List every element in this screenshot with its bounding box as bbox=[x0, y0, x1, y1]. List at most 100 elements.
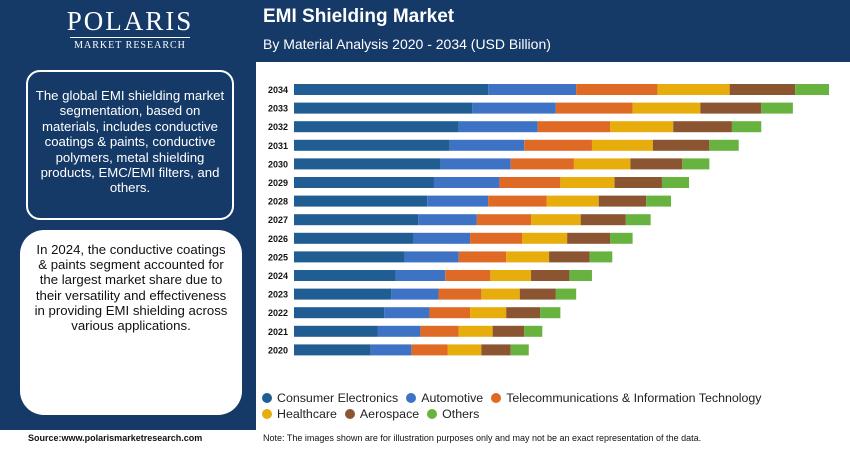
bar-segment-2033-5 bbox=[700, 102, 762, 114]
legend-swatch-5 bbox=[344, 409, 355, 419]
bar-segment-2021-4 bbox=[458, 325, 493, 337]
bar-segment-2032-1 bbox=[294, 121, 459, 133]
bar-segment-2026-3 bbox=[470, 232, 522, 244]
year-label-2029: 2029 bbox=[268, 178, 288, 188]
bar-segment-2025-3 bbox=[458, 251, 507, 263]
bar-segment-2030-6 bbox=[682, 158, 710, 170]
bar-segment-2026-2 bbox=[413, 232, 471, 244]
bar-segment-2028-1 bbox=[294, 195, 428, 207]
bar-segment-2031-3 bbox=[524, 139, 592, 151]
legend-item-2: Automotive bbox=[406, 390, 483, 406]
chart-legend: Consumer Electronics Automotive Telecommun… bbox=[262, 390, 842, 422]
bar-segment-2030-5 bbox=[630, 158, 683, 170]
bar-segment-2034-5 bbox=[729, 84, 796, 95]
bar-segment-2021-1 bbox=[294, 325, 378, 337]
year-label-2032: 2032 bbox=[268, 122, 288, 132]
bar-segment-2032-5 bbox=[673, 121, 732, 133]
bar-segment-2022-4 bbox=[470, 307, 507, 319]
bar-segment-2027-1 bbox=[294, 214, 419, 226]
legend-label-5: Aerospace bbox=[359, 407, 420, 421]
bar-segment-2032-6 bbox=[731, 121, 762, 133]
bar-segment-2025-5 bbox=[549, 251, 590, 263]
legend-label-3: Telecommunications & Information Technol… bbox=[506, 391, 762, 405]
bar-segment-2021-6 bbox=[524, 325, 543, 337]
bar-segment-2020-3 bbox=[411, 344, 448, 356]
footer bbox=[0, 430, 850, 451]
bar-segment-2034-1 bbox=[294, 84, 489, 95]
legend-item-1: Consumer Electronics bbox=[262, 390, 398, 406]
bar-segment-2033-1 bbox=[294, 102, 473, 114]
legend-item-5: Aerospace bbox=[344, 406, 420, 422]
bar-segment-2031-5 bbox=[652, 139, 710, 151]
bar-segment-2024-3 bbox=[445, 270, 491, 281]
bar-segment-2028-2 bbox=[427, 195, 489, 207]
brand-subtitle: MARKET RESEARCH bbox=[74, 40, 186, 51]
chart-title: EMI Shielding Market bbox=[263, 6, 455, 27]
bar-segment-2029-6 bbox=[661, 177, 690, 188]
bar-segment-2030-3 bbox=[510, 158, 574, 170]
bar-segment-2030-4 bbox=[573, 158, 631, 170]
bar-segment-2029-2 bbox=[433, 177, 500, 188]
year-label-2024: 2024 bbox=[268, 271, 288, 281]
bar-segment-2024-4 bbox=[490, 270, 532, 281]
bar-segment-2025-1 bbox=[294, 251, 405, 263]
year-label-2027: 2027 bbox=[268, 215, 288, 225]
bar-segment-2021-2 bbox=[377, 325, 421, 337]
bar-segment-2022-1 bbox=[294, 307, 385, 319]
bar-segment-2029-4 bbox=[560, 177, 615, 188]
legend-label-6: Others bbox=[442, 407, 480, 421]
legend-swatch-2 bbox=[406, 393, 417, 403]
bar-segment-2031-2 bbox=[449, 139, 525, 151]
bar-segment-2029-5 bbox=[614, 177, 662, 188]
bar-segment-2021-5 bbox=[492, 325, 525, 337]
bar-segment-2028-4 bbox=[546, 195, 599, 207]
brand-logo: POLARIS MARKET RESEARCH bbox=[50, 6, 210, 56]
market-share-box: In 2024, the conductive coatings & paint… bbox=[20, 230, 242, 415]
market-share-text: In 2024, the conductive coatings & paint… bbox=[34, 242, 228, 334]
bar-segment-2030-2 bbox=[440, 158, 511, 170]
legend-swatch-1 bbox=[262, 393, 272, 403]
year-label-2021: 2021 bbox=[268, 327, 288, 337]
year-label-2023: 2023 bbox=[268, 290, 288, 300]
bar-segment-2022-3 bbox=[429, 307, 471, 319]
bar-segment-2031-6 bbox=[709, 139, 739, 151]
bar-segment-2024-6 bbox=[569, 270, 592, 281]
disclaimer-note: Note: The images shown are for illustrat… bbox=[263, 433, 702, 443]
legend-swatch-3 bbox=[491, 393, 502, 403]
bar-segment-2026-5 bbox=[567, 232, 611, 244]
bar-segment-2034-4 bbox=[657, 84, 730, 95]
bar-segment-2033-4 bbox=[632, 102, 701, 114]
segmentation-summary-box: The global EMI shielding market segmenta… bbox=[26, 70, 234, 220]
bar-segment-2020-6 bbox=[510, 344, 529, 356]
bar-segment-2022-2 bbox=[384, 307, 430, 319]
bar-segment-2023-2 bbox=[391, 288, 439, 300]
bar-segment-2028-3 bbox=[488, 195, 547, 207]
bar-segment-2024-5 bbox=[531, 270, 570, 281]
year-label-2028: 2028 bbox=[268, 197, 288, 207]
bar-segment-2028-6 bbox=[646, 195, 671, 207]
bar-segment-2027-4 bbox=[531, 214, 581, 226]
legend-item-4: Healthcare bbox=[262, 406, 337, 422]
year-label-2031: 2031 bbox=[268, 141, 288, 151]
bar-segment-2033-2 bbox=[472, 102, 556, 114]
header-band bbox=[0, 0, 850, 62]
year-label-2030: 2030 bbox=[268, 159, 288, 169]
year-label-2020: 2020 bbox=[268, 345, 288, 355]
bar-segment-2025-2 bbox=[404, 251, 459, 263]
bar-segment-2023-1 bbox=[294, 288, 392, 300]
bar-segment-2029-3 bbox=[499, 177, 561, 188]
bar-segment-2032-4 bbox=[610, 121, 674, 133]
stacked-bar-chart: 2034 2033 2032 2031 2030 2029 2028 2027 2026 2025… bbox=[268, 84, 829, 356]
chart-subtitle: By Material Analysis 2020 - 2034 (USD Bi… bbox=[263, 36, 551, 52]
year-label-2025: 2025 bbox=[268, 252, 288, 262]
bar-segment-2034-3 bbox=[576, 84, 658, 95]
brand-divider bbox=[70, 37, 190, 38]
legend-item-3: Telecommunications & Information Technol… bbox=[491, 390, 761, 406]
bar-segment-2022-5 bbox=[506, 307, 541, 319]
bar-segment-2029-1 bbox=[294, 177, 434, 188]
bar-segment-2032-2 bbox=[458, 121, 538, 133]
bar-segment-2031-1 bbox=[294, 139, 450, 151]
bar-segment-2030-1 bbox=[294, 158, 441, 170]
legend-label-4: Healthcare bbox=[277, 407, 337, 421]
bar-segment-2032-3 bbox=[537, 121, 611, 133]
